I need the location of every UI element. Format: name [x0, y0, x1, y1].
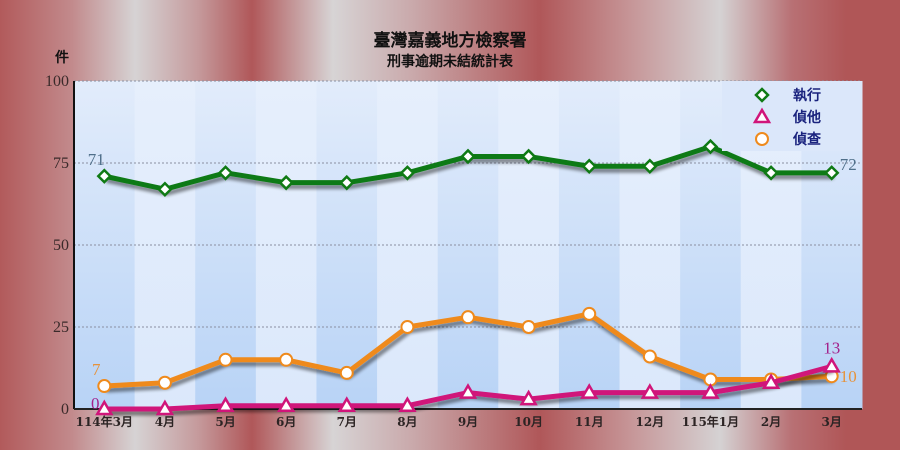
diamond-marker-icon	[763, 165, 779, 181]
x-tick-label: 4月	[155, 415, 175, 429]
x-tick-label: 2月	[761, 415, 781, 429]
diamond-marker-icon	[581, 158, 597, 175]
chart-subtitle: 刑事逾期未結統計表	[387, 53, 514, 70]
plot-band	[134, 81, 196, 409]
circle-marker-icon	[157, 375, 172, 390]
data-label-first: 7	[92, 360, 101, 379]
triangle-marker-icon	[580, 383, 599, 399]
triangle-marker-icon	[276, 396, 296, 412]
triangle-marker-icon	[761, 373, 781, 390]
circle-marker-icon	[521, 320, 536, 334]
triangle-marker-icon	[155, 399, 175, 416]
y-tick-label: 0	[61, 401, 69, 418]
circle-marker-icon	[400, 320, 415, 334]
x-tick-label: 11月	[575, 415, 604, 429]
chart-title: 臺灣嘉義地方檢察署	[374, 30, 527, 51]
circle-marker-icon	[461, 310, 475, 325]
x-tick-label: 6月	[276, 415, 296, 429]
diamond-marker-icon	[702, 138, 719, 155]
data-label-first: 71	[88, 150, 105, 169]
diamond-marker-icon	[217, 165, 234, 181]
triangle-marker-icon	[640, 383, 660, 399]
circle-marker-icon	[339, 365, 354, 380]
triangle-marker-icon	[398, 396, 417, 412]
y-tick-label: 50	[53, 237, 69, 254]
x-tick-label: 3月	[822, 415, 842, 429]
plot-band	[74, 81, 136, 409]
diamond-marker-icon	[642, 158, 658, 175]
circle-marker-icon	[642, 349, 657, 364]
y-tick-label: 100	[45, 73, 69, 90]
diamond-marker-icon	[399, 165, 416, 181]
data-label-last: 72	[840, 155, 857, 174]
circle-marker-icon	[218, 352, 233, 367]
diamond-marker-icon	[278, 174, 294, 191]
y-axis-label: 件	[55, 49, 69, 66]
x-tick-label: 12月	[635, 415, 664, 429]
x-tick-label: 5月	[215, 415, 235, 429]
plot-band	[498, 81, 560, 409]
circle-marker-icon	[97, 379, 112, 394]
diamond-marker-icon	[520, 148, 537, 165]
triangle-marker-icon	[752, 107, 772, 124]
diamond-marker-icon	[96, 168, 113, 184]
triangle-marker-icon	[337, 396, 356, 412]
y-tick-label: 25	[53, 319, 69, 336]
x-tick-label: 114年3月	[76, 414, 133, 429]
x-tick-label: 8月	[397, 415, 417, 429]
triangle-marker-icon	[701, 383, 720, 399]
diamond-marker-icon	[754, 87, 770, 103]
diamond-marker-icon	[339, 174, 355, 191]
circle-marker-icon	[582, 306, 597, 321]
x-tick-label: 10月	[514, 415, 543, 429]
circle-marker-icon	[755, 132, 769, 146]
legend-label: 偵查	[792, 131, 822, 148]
data-label-last: 13	[823, 338, 840, 357]
plot-band	[558, 81, 621, 409]
diamond-marker-icon	[157, 181, 173, 198]
data-label-last: 10	[840, 367, 857, 386]
triangle-marker-icon	[458, 383, 478, 399]
x-tick-label: 9月	[458, 415, 478, 429]
y-tick-label: 75	[53, 155, 69, 172]
x-tick-label: 115年1月	[682, 414, 739, 429]
x-tick-label: 7月	[337, 415, 357, 429]
triangle-marker-icon	[216, 396, 235, 412]
triangle-marker-icon	[95, 399, 114, 416]
diamond-marker-icon	[460, 148, 476, 165]
circle-marker-icon	[279, 352, 294, 367]
triangle-marker-icon	[822, 356, 841, 373]
legend-label: 執行	[793, 87, 821, 104]
data-label-first: 0	[91, 394, 100, 413]
diamond-marker-icon	[823, 165, 840, 181]
triangle-marker-icon	[519, 389, 538, 406]
legend-label: 偵他	[792, 109, 821, 126]
